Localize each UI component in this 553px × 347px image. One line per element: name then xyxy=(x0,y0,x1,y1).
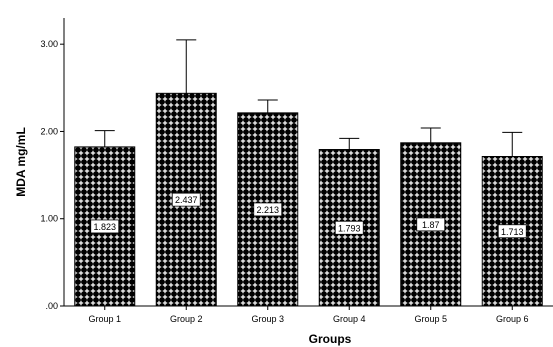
data-label-box xyxy=(253,202,283,217)
data-labels-layer: 1.823 2.437 2.213 1.793 1.87 1.713 xyxy=(90,192,527,239)
x-tick-label: Group 5 xyxy=(414,314,447,324)
axes-layer xyxy=(63,18,553,307)
data-label-box xyxy=(334,220,364,235)
y-axis-title: MDA mg/mL xyxy=(14,127,28,197)
x-ticks-layer: Group 1 Group 2 Group 3 Group 4 Group 5 Group… xyxy=(88,306,529,324)
x-tick-label: Group 6 xyxy=(496,314,529,324)
y-ticks-layer: .00 1.00 2.00 3.00 xyxy=(40,39,64,311)
x-tick-label: Group 4 xyxy=(333,314,366,324)
data-label: 1.87 xyxy=(422,220,440,230)
data-label: 1.823 xyxy=(93,222,116,232)
error-bars-layer xyxy=(94,39,523,157)
x-tick-label: Group 3 xyxy=(251,314,284,324)
x-tick-label: Group 2 xyxy=(170,314,203,324)
data-label-box xyxy=(171,192,201,207)
y-tick-label: .00 xyxy=(45,301,58,311)
bars-layer xyxy=(74,92,543,307)
data-label: 2.437 xyxy=(175,195,198,205)
data-label: 1.713 xyxy=(501,227,524,237)
data-label-box xyxy=(497,224,527,239)
x-axis-title: Groups xyxy=(309,332,352,346)
y-tick-label: 3.00 xyxy=(40,39,58,49)
data-label-box xyxy=(416,217,446,232)
data-label: 1.793 xyxy=(338,223,361,233)
y-tick-label: 1.00 xyxy=(40,214,58,224)
y-tick-label: 2.00 xyxy=(40,126,58,136)
x-tick-label: Group 1 xyxy=(88,314,121,324)
data-label-box xyxy=(90,219,120,234)
data-label: 2.213 xyxy=(256,205,279,215)
